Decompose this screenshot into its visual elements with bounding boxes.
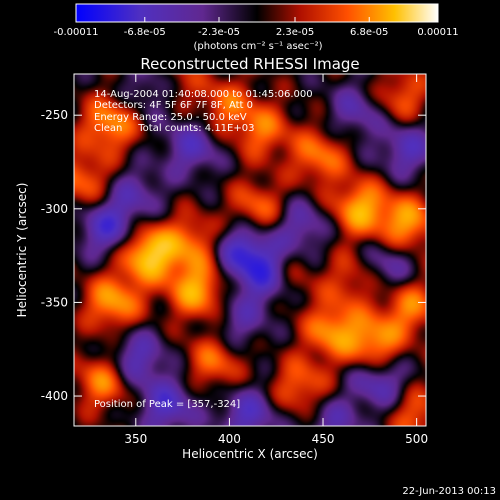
date-stamp: 22-Jun-2013 00:13 <box>402 486 496 497</box>
colorbar-tick-labels: -0.00011 -6.8e-05 -2.3e-05 2.3e-05 6.8e-05 0.… <box>54 27 459 38</box>
peak-position-label: Position of Peak = [357,-324] <box>94 399 240 410</box>
y-tick-label: -350 <box>41 295 68 309</box>
annotation-energy-range: Energy Range: 25.0 - 50.0 keV <box>94 112 247 123</box>
colorbar-tick-label: -2.3e-05 <box>198 27 240 38</box>
x-tick-label: 400 <box>218 432 241 446</box>
chart-title: Reconstructed RHESSI Image <box>140 55 359 73</box>
axis-ticks <box>74 74 426 426</box>
plot-frame <box>73 73 427 427</box>
colorbar-tick-label: 2.3e-05 <box>276 27 314 38</box>
y-tick-label: -300 <box>41 202 68 216</box>
annotation-time-range: 14-Aug-2004 01:40:08.000 to 01:45:06.000 <box>94 89 313 100</box>
x-axis-label: Heliocentric X (arcsec) <box>182 447 318 461</box>
heatmap-image <box>74 74 426 426</box>
y-tick-label: -400 <box>41 389 68 403</box>
annotation-total-counts: Clean Total counts: 4.11E+03 <box>94 123 254 134</box>
y-axis-label: Heliocentric Y (arcsec) <box>15 183 29 318</box>
x-tick-label: 350 <box>124 432 147 446</box>
x-tick-label: 450 <box>312 432 335 446</box>
annotation-block: 14-Aug-2004 01:40:08.000 to 01:45:06.000… <box>94 89 313 134</box>
y-tick-label: -250 <box>41 108 68 122</box>
x-tick-labels: 350 400 450 500 <box>124 432 428 446</box>
annotation-detectors: Detectors: 4F 5F 6F 7F 8F, Att 0 <box>94 100 253 111</box>
x-tick-label: 500 <box>405 432 428 446</box>
colorbar-tick-label: -0.00011 <box>54 27 99 38</box>
colorbar-tick-label: -6.8e-05 <box>124 27 166 38</box>
colorbar-tick-label: 6.8e-05 <box>350 27 388 38</box>
y-tick-labels: -400 -350 -300 -250 <box>41 108 68 403</box>
colorbar <box>75 3 439 23</box>
colorbar-tick-label: 0.00011 <box>417 27 458 38</box>
colorbar-units: (photons cm⁻² s⁻¹ asec⁻²) <box>193 41 322 52</box>
colorbar-ticks <box>75 17 439 22</box>
